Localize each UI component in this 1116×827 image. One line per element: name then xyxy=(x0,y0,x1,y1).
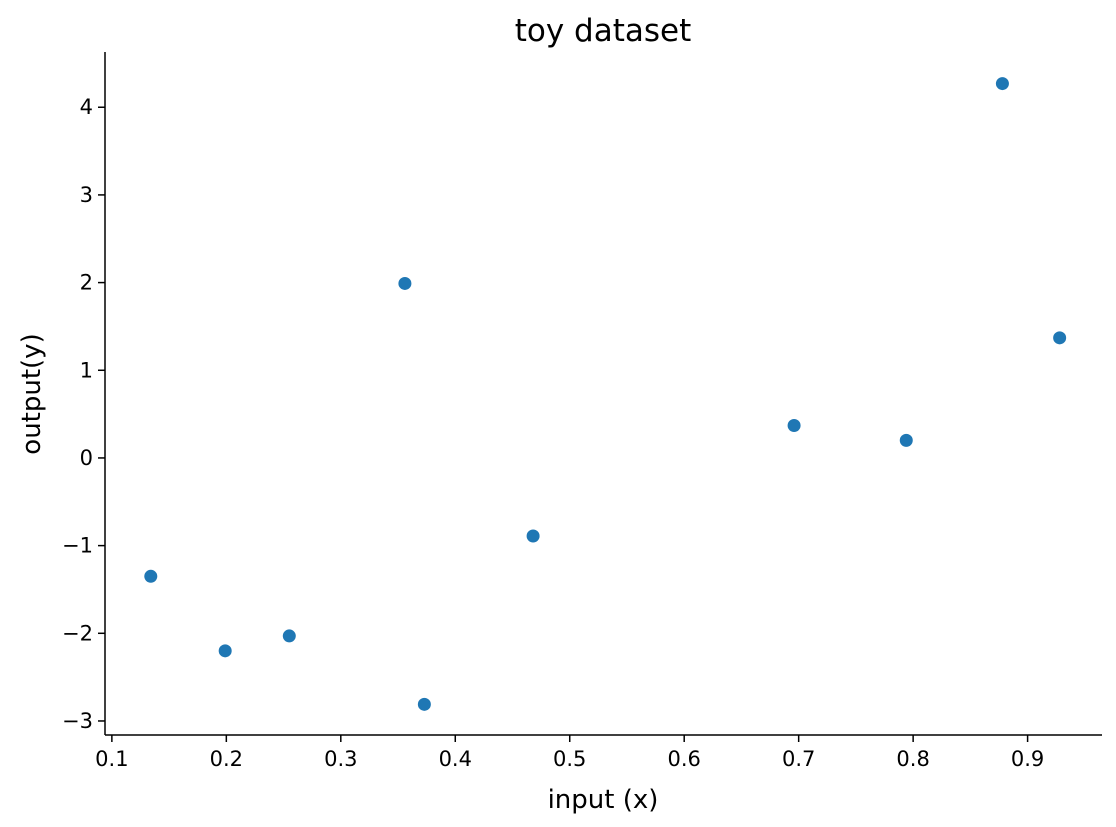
data-point xyxy=(1053,331,1067,345)
y-tick-label: −3 xyxy=(62,709,93,733)
data-points xyxy=(144,77,1067,711)
data-point xyxy=(282,629,296,643)
x-tick-label: 0.2 xyxy=(210,747,243,771)
data-point xyxy=(899,433,913,447)
data-point xyxy=(787,419,801,433)
x-ticks: 0.1 0.2 0.3 0.4 0.5 0.6 0.7 0.8 0.9 xyxy=(95,735,1044,771)
x-tick-label: 0.7 xyxy=(782,747,815,771)
y-tick-label: −2 xyxy=(62,621,93,645)
x-axis-label: input (x) xyxy=(548,785,659,815)
plot-area: 0.1 0.2 0.3 0.4 0.5 0.6 0.7 0.8 0.9 −3 −2 −1 0 1 2 3 4 xyxy=(62,52,1102,771)
y-axis-label: output(y) xyxy=(17,333,47,454)
data-point xyxy=(526,529,540,543)
x-tick-label: 0.1 xyxy=(95,747,128,771)
y-tick-label: 3 xyxy=(80,183,93,207)
data-point xyxy=(144,569,158,583)
y-tick-label: 4 xyxy=(80,95,93,119)
data-point xyxy=(417,697,431,711)
x-tick-label: 0.6 xyxy=(667,747,700,771)
x-tick-label: 0.5 xyxy=(553,747,586,771)
y-ticks: −3 −2 −1 0 1 2 3 4 xyxy=(62,95,105,733)
data-point xyxy=(218,644,232,658)
x-tick-label: 0.4 xyxy=(439,747,472,771)
data-point xyxy=(398,276,412,290)
x-tick-label: 0.9 xyxy=(1011,747,1044,771)
x-tick-label: 0.3 xyxy=(324,747,357,771)
y-tick-label: 2 xyxy=(80,271,93,295)
chart-title: toy dataset xyxy=(515,13,692,49)
y-tick-label: −1 xyxy=(62,534,93,558)
y-tick-label: 1 xyxy=(80,358,93,382)
data-point xyxy=(995,77,1009,91)
x-tick-label: 0.8 xyxy=(896,747,929,771)
y-tick-label: 0 xyxy=(80,446,93,470)
